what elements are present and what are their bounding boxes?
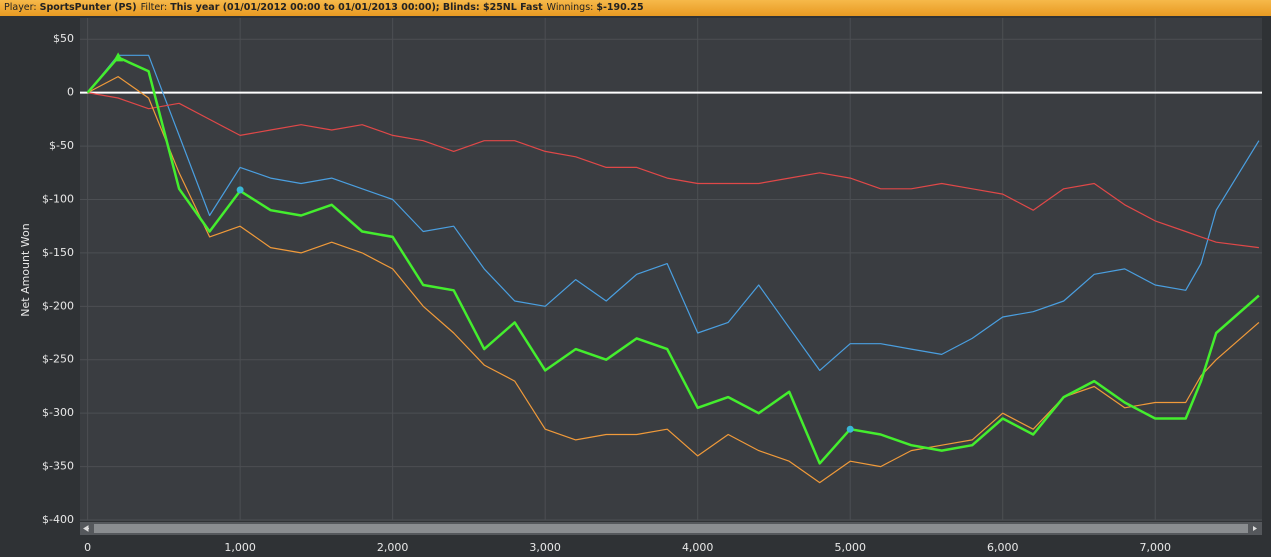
y-tick-label: $-150	[42, 246, 74, 259]
y-tick-label: $-200	[42, 299, 74, 312]
x-tick-label: 5,000	[834, 541, 866, 554]
x-tick-label: 7,000	[1139, 541, 1171, 554]
filter: This year (01/01/2012 00:00 to 01/01/201…	[170, 2, 543, 13]
header-bar: Player: SportsPunter (PS) Filter: This year…	[0, 0, 1271, 16]
winnings-label: Winnings:	[546, 2, 594, 13]
series-line	[86, 56, 1260, 465]
filter-label: Filter:	[140, 2, 168, 13]
winnings: $-190.25	[596, 2, 644, 13]
y-tick-label: $-350	[42, 460, 74, 473]
plot-area	[80, 18, 1262, 521]
x-tick-label: 0	[84, 541, 91, 554]
series-line	[87, 76, 1260, 484]
y-axis-title: Net Amount Won	[19, 223, 32, 316]
series-line	[87, 54, 1260, 371]
y-tick-label: 0	[67, 86, 74, 99]
player: SportsPunter (PS)	[39, 2, 137, 13]
y-tick-label: $-400	[42, 513, 74, 526]
y-tick-label: $-100	[42, 192, 74, 205]
marker	[113, 52, 124, 62]
y-tick-label: $-250	[42, 353, 74, 366]
scroll-right[interactable]	[1253, 526, 1257, 531]
x-tick-label: 3,000	[529, 541, 561, 554]
x-tick-label: 2,000	[377, 541, 409, 554]
scroll-left[interactable]	[83, 525, 89, 532]
x-tick-label: 4,000	[682, 541, 714, 554]
x-tick-label: 1,000	[224, 541, 256, 554]
y-tick-label: $-300	[42, 406, 74, 419]
player-label: Player:	[4, 2, 37, 13]
y-tick-label: $-50	[49, 139, 74, 152]
series-line	[87, 92, 1259, 249]
marker	[846, 425, 854, 433]
y-tick-label: $50	[53, 32, 74, 45]
marker	[236, 186, 244, 194]
x-tick-label: 6,000	[987, 541, 1019, 554]
scrollbar-thumb[interactable]	[94, 524, 1248, 533]
